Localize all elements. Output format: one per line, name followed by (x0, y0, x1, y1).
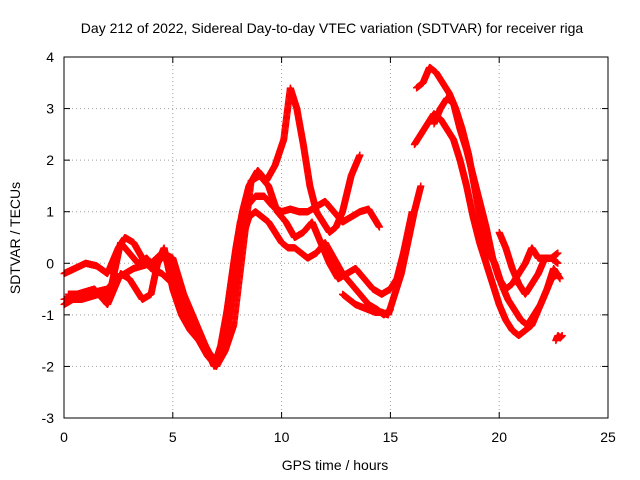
x-tick-label: 10 (274, 429, 290, 445)
x-tick-label: 25 (600, 429, 616, 445)
y-tick-label: -3 (42, 410, 55, 426)
y-tick-label: -1 (42, 307, 55, 323)
y-tick-label: 4 (46, 49, 54, 65)
x-tick-label: 5 (169, 429, 177, 445)
y-tick-label: 0 (46, 255, 54, 271)
x-tick-label: 15 (383, 429, 399, 445)
y-tick-label: 3 (46, 101, 54, 117)
y-tick-label: 2 (46, 152, 54, 168)
x-tick-label: 0 (60, 429, 68, 445)
data-points (60, 63, 566, 370)
x-tick-label: 20 (491, 429, 507, 445)
axis-ticks: 0 5 10 15 20 25 -3 -2 -1 0 1 2 3 4 (42, 49, 616, 445)
data-point (376, 223, 384, 231)
y-tick-label: 1 (46, 204, 54, 220)
chart-title: Day 212 of 2022, Sidereal Day-to-day VTE… (81, 20, 584, 36)
y-tick-label: -2 (42, 358, 55, 374)
